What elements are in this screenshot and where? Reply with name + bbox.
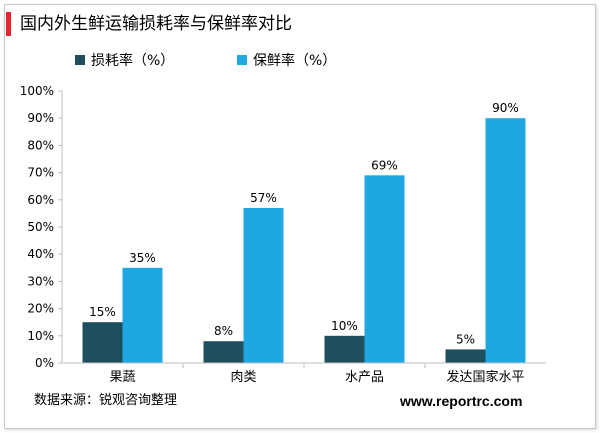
bar-fresh-1 xyxy=(122,267,163,363)
bar-fresh-4 xyxy=(485,118,526,363)
x-tick-label: 发达国家水平 xyxy=(446,369,524,385)
x-tick-label: 水产品 xyxy=(345,370,384,385)
y-tick-label: 60% xyxy=(27,193,54,207)
chart-title: 国内外生鲜运输损耗率与保鲜率对比 xyxy=(20,14,292,34)
website-watermark: www.reportrc.com xyxy=(400,393,523,409)
bar-fresh-2 xyxy=(243,207,284,363)
legend-label-2: 保鲜率（%） xyxy=(253,52,336,69)
data-label: 69% xyxy=(371,158,398,172)
data-label: 57% xyxy=(250,191,277,205)
bar-loss-3 xyxy=(324,335,365,363)
y-tick-label: 50% xyxy=(27,220,54,234)
x-axis: 果蔬 肉类 水产品 发达国家水平 xyxy=(62,362,546,385)
x-tick-label: 肉类 xyxy=(230,370,256,385)
bar-fresh-3 xyxy=(364,175,405,363)
source-note: 数据来源：锐观咨询整理 xyxy=(34,393,178,408)
y-axis: 0% 10% 20% 30% 40% 50% 60% 70% 80% 90% 100% xyxy=(20,84,63,370)
legend-swatch-1 xyxy=(75,55,85,65)
bar-loss-1 xyxy=(82,322,123,363)
bar-loss-2 xyxy=(203,341,244,363)
data-label: 5% xyxy=(456,332,475,346)
y-tick-label: 0% xyxy=(35,356,54,370)
data-label: 15% xyxy=(89,305,116,319)
y-tick-label: 90% xyxy=(27,111,54,125)
x-tick-label: 果蔬 xyxy=(109,370,135,385)
y-tick-label: 80% xyxy=(27,138,54,152)
y-tick-label: 10% xyxy=(27,329,54,343)
legend: 损耗率（%） 保鲜率（%） xyxy=(75,52,336,69)
data-label: 35% xyxy=(129,251,156,265)
data-label: 10% xyxy=(331,319,358,333)
bar-loss-4 xyxy=(445,349,486,363)
title-accent-bar xyxy=(6,12,11,36)
y-tick-label: 40% xyxy=(27,247,54,261)
y-tick-label: 30% xyxy=(27,274,54,288)
data-label: 90% xyxy=(492,101,519,115)
data-label: 8% xyxy=(214,324,233,338)
legend-label-1: 损耗率（%） xyxy=(91,52,174,69)
bars: 15% 35% 8% 57% 10% 69% 5% 90% xyxy=(82,101,526,363)
y-tick-label: 100% xyxy=(20,84,54,98)
legend-swatch-2 xyxy=(237,55,247,65)
y-tick-label: 70% xyxy=(27,166,54,180)
y-tick-label: 20% xyxy=(27,302,54,316)
